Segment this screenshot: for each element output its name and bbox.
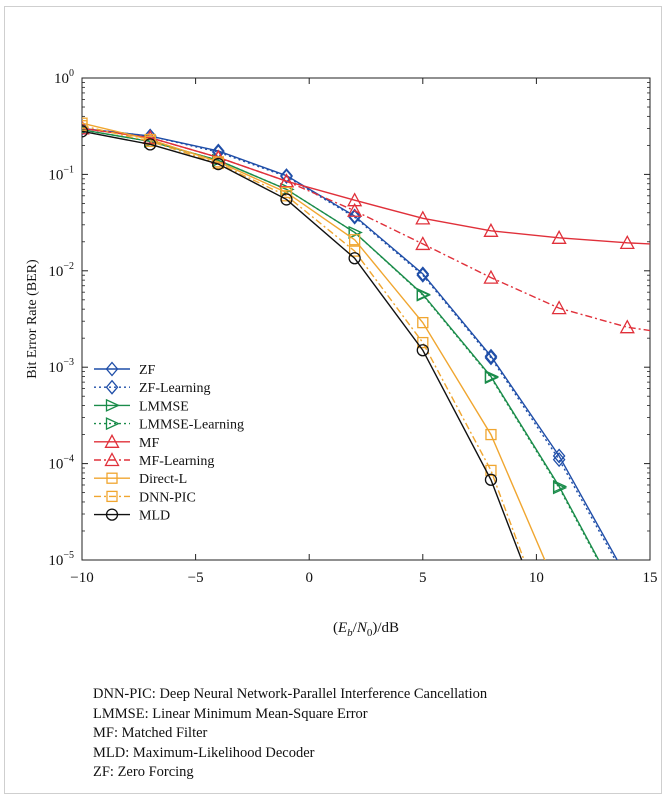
- data-point-direct-l: [348, 234, 361, 246]
- legend-label-mf-learning: MF-Learning: [139, 454, 214, 469]
- x-tick-label: 0: [305, 570, 313, 586]
- legend: ZF ZF-Learning LMMSE LMMSE-Learning MF MF-Lea…: [94, 361, 244, 524]
- legend-marker-mf-learning: [104, 452, 120, 467]
- series-line-mf: [82, 127, 650, 245]
- data-point-mld: [484, 473, 498, 486]
- x-tick-label: 5: [419, 570, 427, 586]
- data-point-mf: [415, 210, 431, 225]
- data-point-mld: [212, 157, 225, 171]
- series-mf-learning: [82, 120, 650, 334]
- data-point-mf-learning: [619, 319, 635, 334]
- data-point-zf-learning: [143, 128, 157, 144]
- y-tick-label: 10−2: [48, 261, 74, 280]
- series-line-lmmse-learning: [82, 129, 599, 560]
- note-lmmse: LMMSE: Linear Minimum Mean-Square Error: [93, 705, 368, 722]
- data-point-mf-learning: [551, 300, 567, 315]
- legend-marker-zf: [105, 361, 119, 377]
- abbreviation-notes: DNN-PIC: Deep Neural Network-Parallel In…: [93, 685, 487, 783]
- y-tick-label: 10−1: [48, 164, 74, 183]
- data-point-dnn-pic: [82, 120, 88, 132]
- data-point-mf-learning: [483, 269, 499, 284]
- data-point-mld: [348, 252, 361, 265]
- legend-label-mld: MLD: [139, 509, 170, 524]
- data-point-mf: [619, 234, 635, 249]
- data-point-mf-learning: [142, 129, 158, 144]
- series-line-lmmse: [82, 129, 600, 560]
- legend-label-lmmse: LMMSE: [139, 399, 189, 414]
- note-dnn-pic: DNN-PIC: Deep Neural Network-Parallel In…: [93, 686, 488, 702]
- data-point-mld: [144, 138, 157, 151]
- data-point-mld: [82, 125, 89, 138]
- data-point-mf: [347, 192, 363, 207]
- data-point-mf: [551, 229, 567, 244]
- series-line-mf-learning: [82, 127, 650, 332]
- legend-marker-direct-l: [106, 472, 118, 484]
- note-mf: MF: Matched Filter: [93, 725, 208, 741]
- data-point-lmmse-learning: [82, 126, 91, 134]
- note-mld: MLD: Maximum-Likelihood Decoder: [93, 744, 315, 761]
- data-point-mf: [483, 222, 499, 237]
- y-axis-label: Bit Error Rate (BER): [25, 259, 40, 379]
- y-tick-label: 10−5: [48, 550, 74, 569]
- x-tick-label: −5: [188, 570, 204, 586]
- legend-label-mf: MF: [139, 436, 159, 451]
- legend-label-dnn-pic: DNN-PIC: [139, 490, 196, 505]
- data-point-zf: [416, 266, 430, 282]
- data-point-zf-learning: [484, 350, 498, 366]
- data-point-zf-learning: [280, 169, 293, 185]
- series-mld: [82, 125, 523, 560]
- legend-marker-lmmse-learning: [105, 417, 121, 431]
- data-point-zf: [348, 208, 361, 224]
- y-tick-label: 10−3: [48, 357, 74, 376]
- legend-marker-mf: [104, 433, 120, 448]
- x-tick-label: 10: [529, 570, 544, 586]
- legend-label-zf-learning: ZF-Learning: [139, 381, 211, 396]
- data-point-direct-l: [417, 316, 429, 329]
- data-point-mld: [280, 193, 293, 206]
- data-point-direct-l: [485, 428, 497, 441]
- x-axis-label: (Eb/N0)/dB: [333, 620, 399, 639]
- data-point-mld: [416, 344, 429, 357]
- data-point-lmmse-learning: [484, 371, 500, 385]
- data-point-zf-learning: [416, 267, 430, 283]
- legend-marker-dnn-pic: [106, 490, 118, 503]
- y-tick-label: 100: [54, 68, 74, 87]
- data-point-dnn-pic: [348, 245, 361, 257]
- series-line-direct-l: [82, 122, 546, 560]
- data-point-mf-learning: [278, 173, 295, 188]
- note-zf: ZF: Zero Forcing: [93, 764, 194, 780]
- x-tick-label: −10: [70, 570, 93, 586]
- legend-label-lmmse-learning: LMMSE-Learning: [139, 418, 244, 433]
- legend-marker-lmmse: [105, 398, 121, 412]
- data-point-lmmse-learning: [416, 288, 431, 302]
- data-point-zf: [552, 448, 566, 464]
- series-line-dnn-pic: [82, 125, 525, 560]
- data-point-dnn-pic: [280, 190, 293, 202]
- legend-marker-mld: [105, 508, 119, 521]
- legend-label-zf: ZF: [139, 363, 156, 378]
- y-tick-label: 10−4: [48, 454, 74, 473]
- plot-area-border: [81, 77, 651, 561]
- data-point-mf-learning: [347, 202, 363, 217]
- data-point-zf-learning: [348, 209, 361, 225]
- legend-label-direct-l: Direct-L: [139, 472, 187, 487]
- data-point-mf-learning: [415, 236, 431, 251]
- ber-chart: −10 −5 0 5 10 15 100 10−1 10−2 10−3 10−4 10−5 Bit Er…: [25, 68, 658, 639]
- data-point-lmmse-learning: [552, 481, 568, 495]
- legend-marker-zf-learning: [105, 379, 119, 395]
- series-line-zf-learning: [82, 127, 617, 560]
- x-tick-label: 15: [643, 570, 658, 586]
- figure-frame: −10 −5 0 5 10 15 100 10−1 10−2 10−3 10−4 10−5 Bit Er…: [4, 6, 662, 794]
- data-point-zf-learning: [552, 452, 566, 468]
- series-line-mld: [82, 130, 523, 560]
